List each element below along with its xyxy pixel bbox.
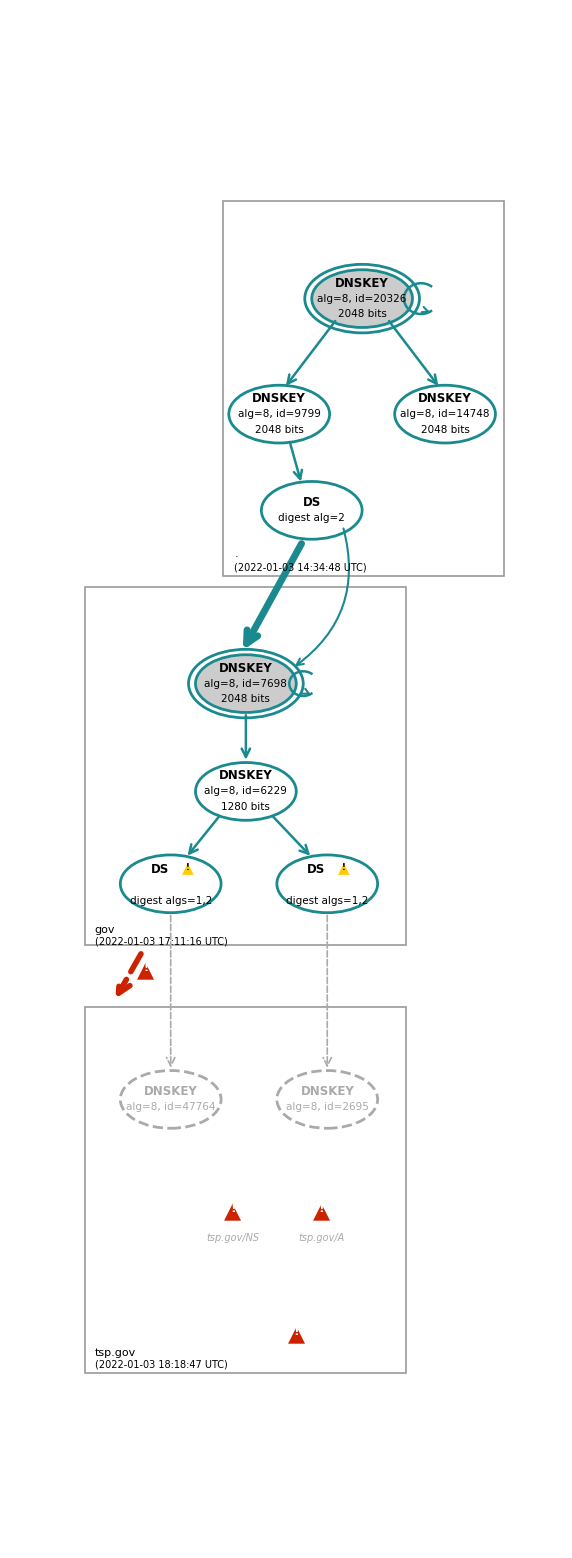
Ellipse shape [196,654,296,712]
Text: alg=8, id=14748: alg=8, id=14748 [400,410,490,419]
Text: !: ! [230,1203,236,1215]
Text: ▲: ▲ [338,860,350,876]
Ellipse shape [229,385,329,442]
Text: digest algs=1,2: digest algs=1,2 [129,896,212,905]
FancyBboxPatch shape [85,1006,406,1373]
Text: !: ! [318,1203,324,1215]
Ellipse shape [277,1070,378,1128]
Text: DNSKEY: DNSKEY [300,1084,354,1098]
FancyBboxPatch shape [223,201,504,576]
Text: ▲: ▲ [182,860,193,876]
Text: ▲: ▲ [137,960,154,980]
Text: (2022-01-03 18:18:47 UTC): (2022-01-03 18:18:47 UTC) [95,1360,228,1369]
Text: DNSKEY: DNSKEY [418,393,472,405]
Text: tsp.gov/A: tsp.gov/A [298,1232,344,1243]
Text: tsp.gov: tsp.gov [95,1348,136,1359]
Ellipse shape [261,481,362,539]
Text: digest algs=1,2: digest algs=1,2 [286,896,368,905]
Ellipse shape [277,855,378,913]
Text: tsp.gov/NS: tsp.gov/NS [206,1232,259,1243]
Text: DS: DS [307,863,325,876]
Text: DNSKEY: DNSKEY [252,393,306,405]
Text: !: ! [185,863,189,871]
Text: 2048 bits: 2048 bits [337,308,387,319]
Text: alg=8, id=2695: alg=8, id=2695 [286,1102,369,1112]
Text: 2048 bits: 2048 bits [221,695,271,704]
Text: alg=8, id=47764: alg=8, id=47764 [126,1102,216,1112]
Text: digest alg=2: digest alg=2 [279,513,345,523]
Text: ▲: ▲ [288,1324,305,1345]
Ellipse shape [120,1070,221,1128]
Text: 2048 bits: 2048 bits [420,425,470,435]
Text: 1280 bits: 1280 bits [221,802,271,812]
Ellipse shape [395,385,495,442]
Text: alg=8, id=20326: alg=8, id=20326 [317,293,407,304]
Text: !: ! [293,1326,299,1338]
Text: 2048 bits: 2048 bits [255,425,304,435]
Text: alg=8, id=9799: alg=8, id=9799 [238,410,321,419]
Text: !: ! [342,863,346,871]
Ellipse shape [196,762,296,820]
Text: DS: DS [150,863,169,876]
Text: .: . [235,548,238,559]
Text: DS: DS [303,495,321,509]
Text: alg=8, id=7698: alg=8, id=7698 [204,679,287,689]
Text: DNSKEY: DNSKEY [144,1084,197,1098]
Text: DNSKEY: DNSKEY [335,276,389,290]
FancyBboxPatch shape [85,587,406,946]
Ellipse shape [312,270,412,327]
Text: (2022-01-03 17:11:16 UTC): (2022-01-03 17:11:16 UTC) [95,936,228,946]
Text: alg=8, id=6229: alg=8, id=6229 [204,787,287,796]
Ellipse shape [120,855,221,913]
Text: ▲: ▲ [224,1201,241,1221]
Text: DNSKEY: DNSKEY [219,662,273,675]
Text: DNSKEY: DNSKEY [219,770,273,782]
Text: ▲: ▲ [312,1201,329,1221]
Text: !: ! [144,963,149,972]
Text: gov: gov [95,924,115,935]
Text: (2022-01-03 14:34:48 UTC): (2022-01-03 14:34:48 UTC) [235,562,367,573]
